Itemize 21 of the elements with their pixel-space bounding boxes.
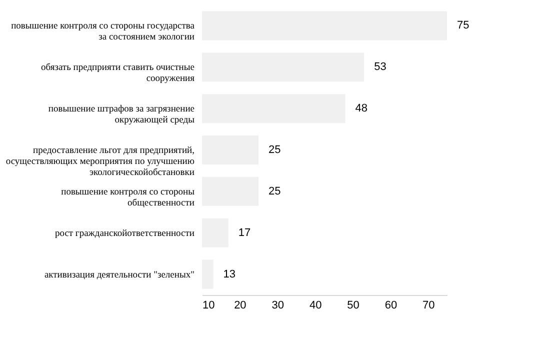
y-tick-label: повышение контроля со стороны государства за состоянием экологии <box>11 22 196 43</box>
data-label: 53 <box>374 61 386 74</box>
x-tick-label: 30 <box>272 300 284 312</box>
y-tick-label: повышение контроля со стороны общественности <box>61 187 196 208</box>
data-label: 17 <box>238 226 251 239</box>
data-label: 25 <box>268 144 281 156</box>
data-label: 48 <box>355 102 368 115</box>
x-tick-label: 70 <box>422 300 435 312</box>
data-label: 75 <box>457 20 470 32</box>
x-tick-label: 50 <box>347 300 360 312</box>
data-label: 25 <box>268 185 281 198</box>
x-tick-label: 60 <box>384 300 398 312</box>
y-tick-label: предоставление льгот для предприятий, осуществляющих мероприятия по улучшению экологическойобстановки <box>6 146 194 178</box>
y-tick-label: активизация деятельности "зеленых" <box>44 270 195 280</box>
data-label: 13 <box>223 268 236 280</box>
x-tick-label: 40 <box>309 300 322 312</box>
x-tick-label: 20 <box>234 300 246 312</box>
y-tick-label: повышение штрафов за загрязнение окружающей среды <box>48 104 196 126</box>
x-tick-label: 10 <box>202 300 215 312</box>
y-tick-label: рост гражданскойответственности <box>54 228 194 239</box>
y-tick-label: обязать предприяти ставить очистные сооружения <box>40 63 196 84</box>
